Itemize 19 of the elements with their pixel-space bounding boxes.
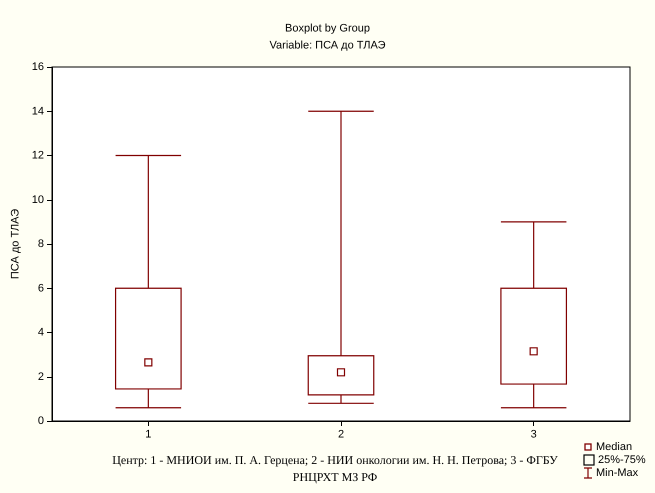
y-tick-label: 8 (38, 238, 44, 250)
y-tick-label: 6 (38, 282, 44, 294)
y-tick-label: 0 (38, 415, 44, 427)
text: 25%-75% (598, 454, 646, 466)
x-tick-label: 3 (530, 428, 537, 440)
y-tick-label: 16 (32, 61, 44, 73)
y-tick-label: 10 (32, 194, 44, 206)
y-tick-label: 4 (38, 326, 44, 338)
x-axis-title: Центр: 1 - МНИОИ им. П. А. Герцена; 2 - НИИ онкологии им. Н. Н. Петрова; 3 - ФГБУ РНЦРХТ МЗ РФ (111, 452, 559, 486)
text: Min-Max (596, 466, 638, 478)
y-tick-label: 12 (32, 150, 44, 162)
chart-subtitle: Variable: ПСА до ТЛАЭ (270, 40, 386, 52)
text: Median (596, 440, 632, 452)
chart-title: Boxplot by Group (285, 22, 370, 34)
x-tick-label: 1 (145, 428, 152, 440)
y-tick-label: 2 (38, 370, 44, 383)
y-tick-label: 14 (32, 105, 44, 118)
x-tick-label: 2 (338, 428, 344, 440)
y-axis-title: ПСА до ТЛАЭ (9, 208, 22, 280)
